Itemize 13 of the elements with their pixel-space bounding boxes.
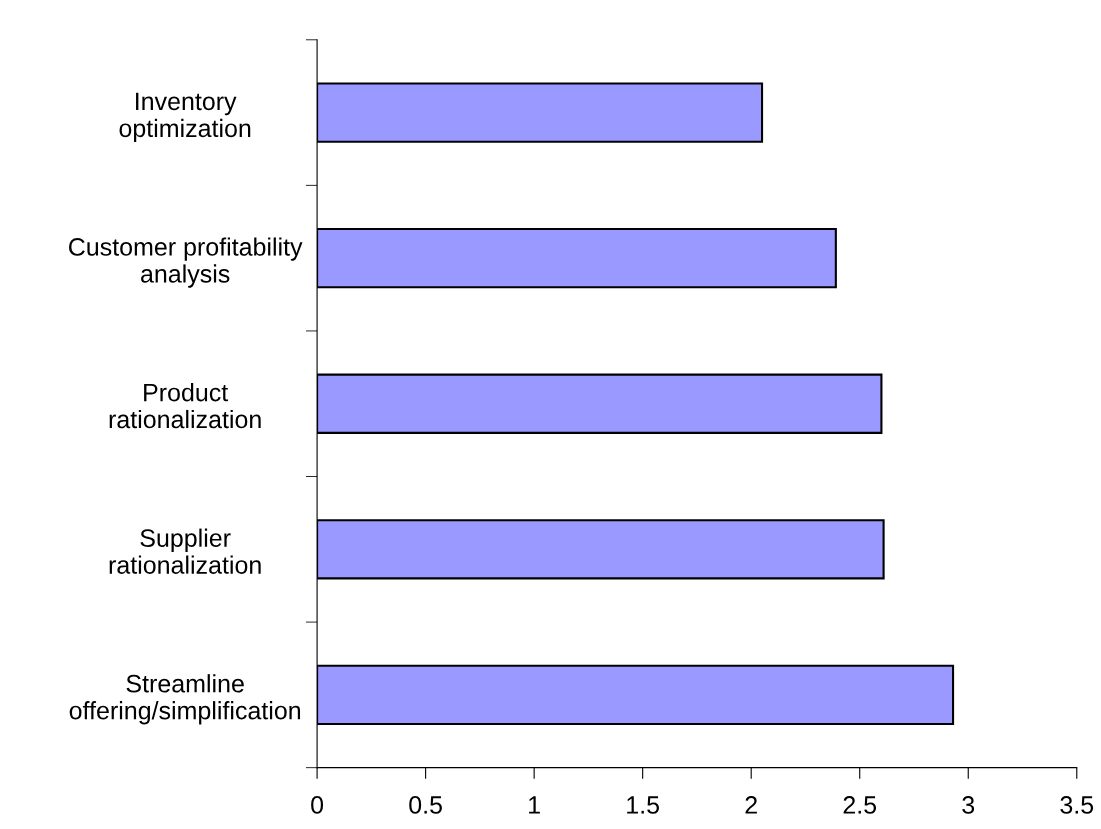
x-tick-label: 1 — [529, 796, 540, 814]
y-tick-label: Supplier rationalization — [109, 528, 261, 574]
x-tick-label: 0 — [311, 796, 324, 814]
x-tick-label: 0.5 — [409, 796, 442, 814]
y-tick-label: Inventory optimization — [119, 92, 251, 143]
x-tick-label: 3 — [962, 796, 975, 814]
y-tick-label: Product rationalization — [109, 383, 261, 429]
y-tick-label: Streamline offering/simplification — [69, 674, 301, 725]
x-tick-label: 3.5 — [1060, 796, 1094, 814]
y-tick-label: Customer profitability analysis — [69, 237, 303, 288]
x-tick-label: 2 — [745, 796, 757, 814]
x-tick-label: 2.5 — [843, 796, 877, 814]
x-tick-label: 1.5 — [627, 796, 659, 814]
